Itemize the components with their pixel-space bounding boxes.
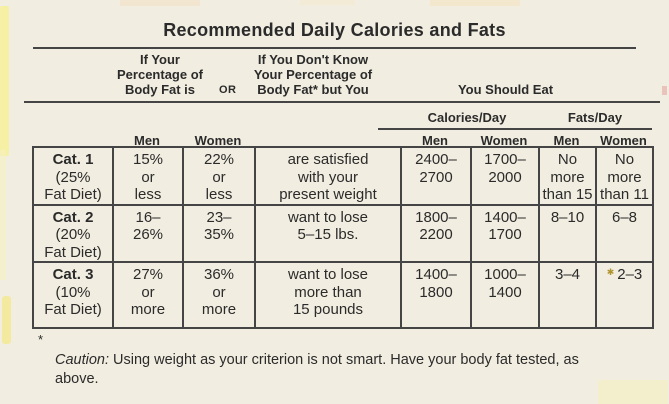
- cell-category: Cat. 3 (10% Fat Diet): [32, 261, 114, 329]
- column-group-fats-per-day: Fats/Day: [567, 110, 623, 125]
- cell-men-percent: 15% or less: [112, 146, 184, 206]
- title-divider: [33, 47, 636, 49]
- column-header-calories-women: Women: [480, 133, 528, 148]
- cell-calories-men: 1400– 1800: [400, 261, 472, 329]
- scan-stain: [2, 296, 11, 344]
- cell-category: Cat. 2 (20% Fat Diet): [32, 203, 114, 263]
- calories-fats-table: Cat. 1 (25% Fat Diet) 15% or less 22% or …: [32, 146, 654, 329]
- cell-calories-men: 2400– 2700: [400, 146, 472, 206]
- column-header-percent-women: Women: [194, 133, 242, 148]
- cell-description: are satisfied with your present weight: [254, 146, 402, 206]
- footnote-asterisk: *: [38, 332, 44, 347]
- column-group-divider: [378, 128, 652, 130]
- cell-fats-men: 3–4: [538, 261, 597, 329]
- scan-stain: [662, 86, 667, 95]
- category-name: Cat. 2: [52, 208, 94, 226]
- category-detail: (20% Fat Diet): [44, 226, 102, 261]
- category-name: Cat. 1: [52, 151, 94, 168]
- scan-stain: [430, 0, 520, 6]
- header-divider: [24, 101, 660, 103]
- table-row-cat-3: Cat. 3 (10% Fat Diet) 27% or more 36% or …: [32, 261, 654, 329]
- cell-fats-women: 6–8: [595, 203, 654, 263]
- scan-stain: [0, 150, 6, 280]
- cell-category: Cat. 1 (25% Fat Diet): [32, 146, 114, 206]
- cell-fats-women: ✱ 2–3: [595, 261, 654, 329]
- header-you-should-eat: You Should Eat: [457, 82, 554, 97]
- column-header-percent-men: Men: [134, 133, 160, 148]
- category-name: Cat. 3: [52, 266, 94, 283]
- column-group-calories-per-day: Calories/Day: [427, 110, 507, 125]
- footnote-caution-word: Caution:: [55, 352, 110, 368]
- cell-description: want to lose 5–15 lbs.: [254, 203, 402, 263]
- category-detail: (10% Fat Diet): [44, 283, 102, 319]
- page-title: Recommended Daily Calories and Fats: [163, 20, 506, 40]
- scan-artifact-mark: ✱: [606, 267, 615, 277]
- header-if-dont-know-body-fat: If You Don't Know Your Percentage of Bod…: [253, 52, 373, 97]
- cell-women-percent: 22% or less: [182, 146, 256, 206]
- scan-stain: [300, 0, 355, 5]
- cell-calories-women: 1700– 2000: [470, 146, 540, 206]
- footnote-text: Using weight as your criterion is not sm…: [55, 352, 579, 387]
- cell-women-percent: 36% or more: [182, 261, 256, 329]
- cell-calories-men: 1800– 2200: [400, 203, 472, 263]
- category-detail: (25% Fat Diet): [44, 168, 102, 204]
- cell-fats-men: No more than 15: [538, 146, 597, 206]
- cell-calories-women: 1000– 1400: [470, 261, 540, 329]
- table-row-cat-2: Cat. 2 (20% Fat Diet) 16– 26% 23– 35% wan…: [32, 203, 654, 263]
- cell-men-percent: 27% or more: [112, 261, 184, 329]
- cell-men-percent: 16– 26%: [112, 203, 184, 263]
- cell-calories-women: 1400– 1700: [470, 203, 540, 263]
- column-header-fats-women: Women: [600, 133, 647, 148]
- cell-fats-men: 8–10: [538, 203, 597, 263]
- table-row-cat-1: Cat. 1 (25% Fat Diet) 15% or less 22% or …: [32, 146, 654, 206]
- column-header-calories-men: Men: [422, 133, 448, 148]
- fats-women-value: 2–3: [617, 266, 643, 283]
- cell-women-percent: 23– 35%: [182, 203, 256, 263]
- header-if-know-body-fat: If Your Percentage of Body Fat is: [117, 52, 203, 97]
- cell-description: want to lose more than 15 pounds: [254, 261, 402, 329]
- cell-fats-women: No more than 11: [595, 146, 654, 206]
- header-or-label: OR: [219, 84, 237, 96]
- scan-stain: [120, 0, 200, 6]
- column-header-fats-men: Men: [553, 133, 580, 148]
- caution-footnote: * Caution: Using weight as your criterion…: [36, 332, 636, 389]
